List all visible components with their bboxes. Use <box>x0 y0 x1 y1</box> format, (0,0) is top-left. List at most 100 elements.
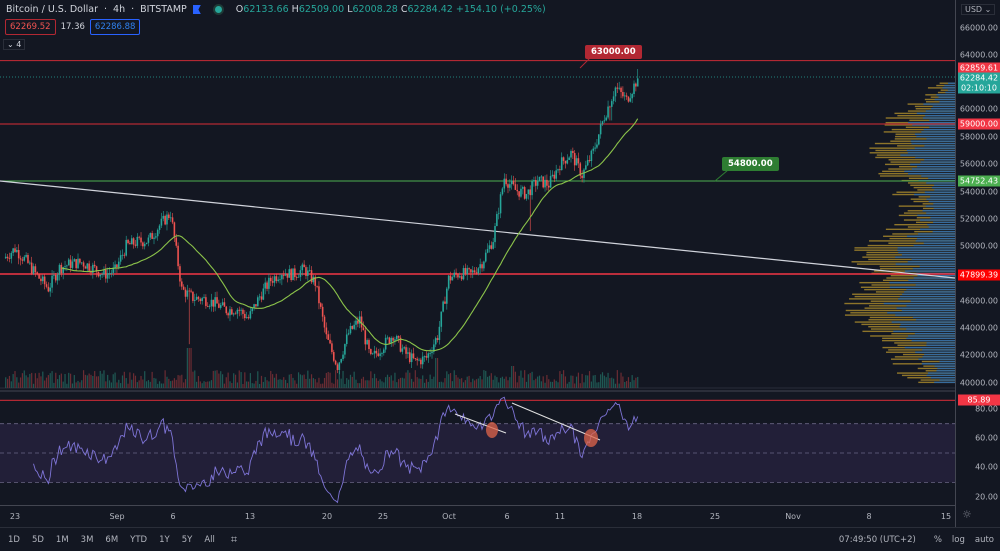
candle-body <box>514 184 517 190</box>
flag-icon[interactable] <box>192 5 201 14</box>
currency-select[interactable]: USD ⌄ <box>961 4 996 15</box>
volume-bar <box>82 370 85 388</box>
candle-body <box>325 327 328 335</box>
candle <box>457 273 459 280</box>
clock[interactable]: 07:49:50 (UTC+2) <box>838 534 916 545</box>
volume-bar <box>220 371 222 388</box>
candle <box>601 120 604 126</box>
candle <box>520 184 522 198</box>
chart-canvas[interactable] <box>0 0 955 505</box>
time-axis[interactable]: 23 Sep 6 13 20 25 Oct 6 11 18 25 Nov 8 15 <box>0 505 955 527</box>
volume-bar <box>34 373 36 388</box>
candle-body <box>64 266 66 268</box>
range-1m[interactable]: 1M <box>55 534 69 545</box>
range-1d[interactable]: 1D <box>8 534 20 545</box>
rsi-divergence-marker <box>584 429 598 447</box>
volume-bar <box>551 381 554 388</box>
volume-bar <box>335 370 337 388</box>
candle-body <box>320 303 322 307</box>
sell-button[interactable]: 62269.52 <box>5 19 56 35</box>
candle <box>470 268 472 278</box>
range-1y[interactable]: 1Y <box>159 534 170 545</box>
volume-bar <box>601 372 604 388</box>
candle-body <box>594 147 596 149</box>
candle-body <box>444 301 446 304</box>
volume-profile-bar <box>894 223 955 226</box>
volume-profile-bar <box>918 358 955 360</box>
volume-bar <box>611 377 613 388</box>
range-6m[interactable]: 6M <box>105 534 119 545</box>
price-tick: 44000.00 <box>959 323 998 333</box>
log-toggle[interactable]: log <box>951 534 965 545</box>
volume-bar <box>73 375 75 388</box>
candle <box>206 302 209 308</box>
go-to-date-icon[interactable]: ⌗ <box>230 532 238 546</box>
volume-profile-bar <box>924 159 955 161</box>
indicators-toggle[interactable]: ⌄ 4 <box>3 39 26 50</box>
volume-profile-bar <box>906 149 955 152</box>
candle <box>195 293 198 301</box>
volume-bar <box>503 378 505 388</box>
settings-gear-icon[interactable]: ☼ <box>962 508 972 521</box>
candle <box>625 92 628 100</box>
candle <box>14 244 16 253</box>
volume-bar <box>90 374 92 388</box>
candle <box>329 333 331 345</box>
volume-profile-bar <box>912 316 955 319</box>
volume-bar <box>49 373 51 388</box>
candle <box>436 335 439 343</box>
candle-body <box>49 287 52 292</box>
candle <box>397 335 400 343</box>
candle-body <box>379 353 381 356</box>
volume-profile-bar <box>926 374 955 377</box>
volume-bar <box>253 383 255 388</box>
trade-row: 62269.52 17.36 62286.88 <box>5 19 141 35</box>
volume-bar <box>574 383 576 388</box>
volume-bar <box>103 370 105 388</box>
callout-pointer <box>579 57 591 69</box>
candle <box>605 115 608 122</box>
symbol-name[interactable]: Bitcoin / U.S. Dollar <box>6 4 98 15</box>
range-3m[interactable]: 3M <box>80 534 94 545</box>
volume-bar <box>134 375 137 388</box>
volume-bar <box>114 372 116 388</box>
volume-profile-bar <box>927 87 955 89</box>
candle <box>305 265 307 280</box>
volume-bar <box>6 378 9 388</box>
candle-body <box>214 297 216 307</box>
candle-body <box>110 272 113 274</box>
time-tick: 6 <box>170 512 176 521</box>
candle-body <box>173 222 176 238</box>
volume-bar <box>544 382 546 388</box>
range-ytd[interactable]: YTD <box>130 534 148 545</box>
buy-button[interactable]: 62286.88 <box>89 19 141 35</box>
callout-54800[interactable]: 54800.00 <box>722 157 779 171</box>
candle <box>10 251 13 264</box>
candle <box>494 222 496 248</box>
range-5y[interactable]: 5Y <box>181 534 193 545</box>
candle-body <box>497 213 500 215</box>
candle <box>212 299 215 312</box>
candle <box>555 164 557 182</box>
volume-profile-bar <box>937 367 955 370</box>
candle <box>536 175 539 190</box>
candle <box>449 271 452 284</box>
volume-bar <box>166 376 168 388</box>
callout-63000[interactable]: 63000.00 <box>585 45 642 59</box>
price-label-level-green: 54752.43 <box>958 175 1000 187</box>
price-tick: 46000.00 <box>959 296 998 306</box>
candle <box>377 348 380 357</box>
candle <box>264 277 266 295</box>
volume-bar <box>405 372 407 388</box>
auto-toggle[interactable]: auto <box>974 534 994 545</box>
range-5d[interactable]: 5D <box>31 534 44 545</box>
volume-profile-bar <box>893 330 955 333</box>
interval[interactable]: 4h <box>113 4 126 15</box>
candle-body <box>12 248 14 253</box>
price-label-level-59000: 59000.00 <box>958 118 1000 130</box>
candle-body <box>581 175 583 178</box>
candle-body <box>186 290 189 297</box>
price-axis[interactable]: USD ⌄ 66000.00 64000.00 60000.00 58000.00 56… <box>955 0 1000 527</box>
range-all[interactable]: All <box>204 534 215 545</box>
percent-toggle[interactable]: % <box>933 534 942 545</box>
